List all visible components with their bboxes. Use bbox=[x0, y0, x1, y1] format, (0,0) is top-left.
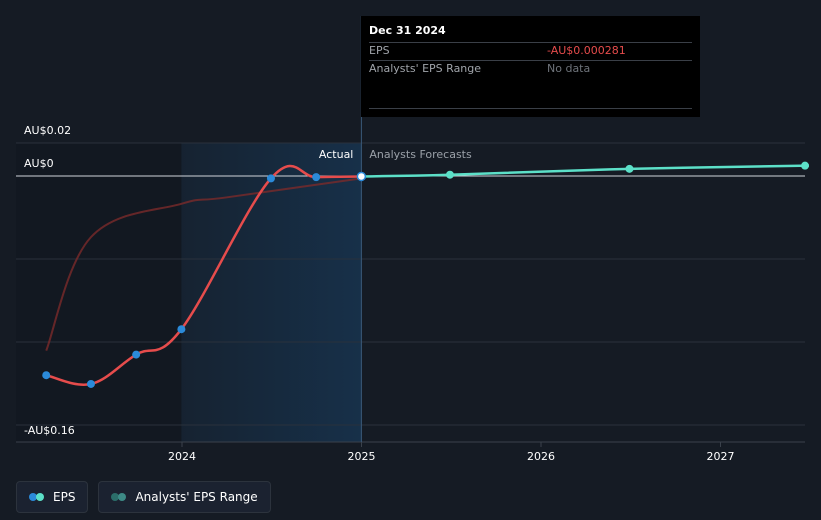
tooltip-date: Dec 31 2024 bbox=[369, 24, 446, 37]
x-tick-label-3: 2027 bbox=[707, 450, 735, 463]
y-tick-label-0: AU$0.02 bbox=[24, 124, 71, 137]
eps-actual-point-5 bbox=[312, 173, 321, 182]
actual-label: Actual bbox=[319, 148, 353, 161]
tooltip-eps-value: -AU$0.000281 bbox=[547, 44, 626, 57]
series-analysts-range-line bbox=[45, 177, 362, 351]
y-tick-label-2: -AU$0.16 bbox=[24, 424, 75, 437]
legend-item-range[interactable]: Analysts' EPS Range bbox=[98, 481, 271, 513]
eps-actual-point-1 bbox=[86, 379, 95, 388]
eps-forecast-point-0 bbox=[445, 170, 454, 179]
eps-forecast-point-1 bbox=[625, 164, 634, 173]
tooltip-row-eps: EPS -AU$0.000281 bbox=[369, 42, 692, 60]
forecast-label: Analysts Forecasts bbox=[369, 148, 472, 161]
past-background bbox=[16, 143, 182, 442]
x-tick-label-2: 2026 bbox=[527, 450, 555, 463]
x-tick-label-1: 2025 bbox=[348, 450, 376, 463]
eps-actual-point-0 bbox=[42, 371, 51, 380]
eps-actual-point-6 bbox=[356, 171, 367, 182]
eps-forecast-point-2 bbox=[801, 161, 809, 170]
tooltip-eps-label: EPS bbox=[369, 44, 390, 57]
highlight-region bbox=[181, 143, 362, 442]
tooltip-row-range: Analysts' EPS Range No data bbox=[369, 60, 692, 78]
tooltip-divider bbox=[369, 108, 692, 109]
tooltip-range-label: Analysts' EPS Range bbox=[369, 62, 482, 75]
eps-legend-icon bbox=[29, 493, 45, 501]
legend-label-eps: EPS bbox=[53, 490, 76, 504]
legend-item-eps[interactable]: EPS bbox=[16, 481, 89, 513]
legend: EPS Analysts' EPS Range bbox=[16, 481, 271, 513]
legend-label-range: Analysts' EPS Range bbox=[135, 490, 258, 504]
x-tick-label-0: 2024 bbox=[168, 450, 196, 463]
eps-actual-point-2 bbox=[132, 350, 141, 359]
series-eps-forecast-line bbox=[361, 164, 809, 178]
eps-actual-point-3 bbox=[177, 325, 186, 334]
range-legend-icon bbox=[111, 493, 127, 501]
tooltip-range-value: No data bbox=[547, 62, 591, 75]
tooltip: Dec 31 2024 EPS -AU$0.000281 Analysts' E… bbox=[361, 16, 700, 117]
y-tick-label-1: AU$0 bbox=[24, 157, 54, 170]
eps-actual-point-4 bbox=[266, 174, 275, 183]
